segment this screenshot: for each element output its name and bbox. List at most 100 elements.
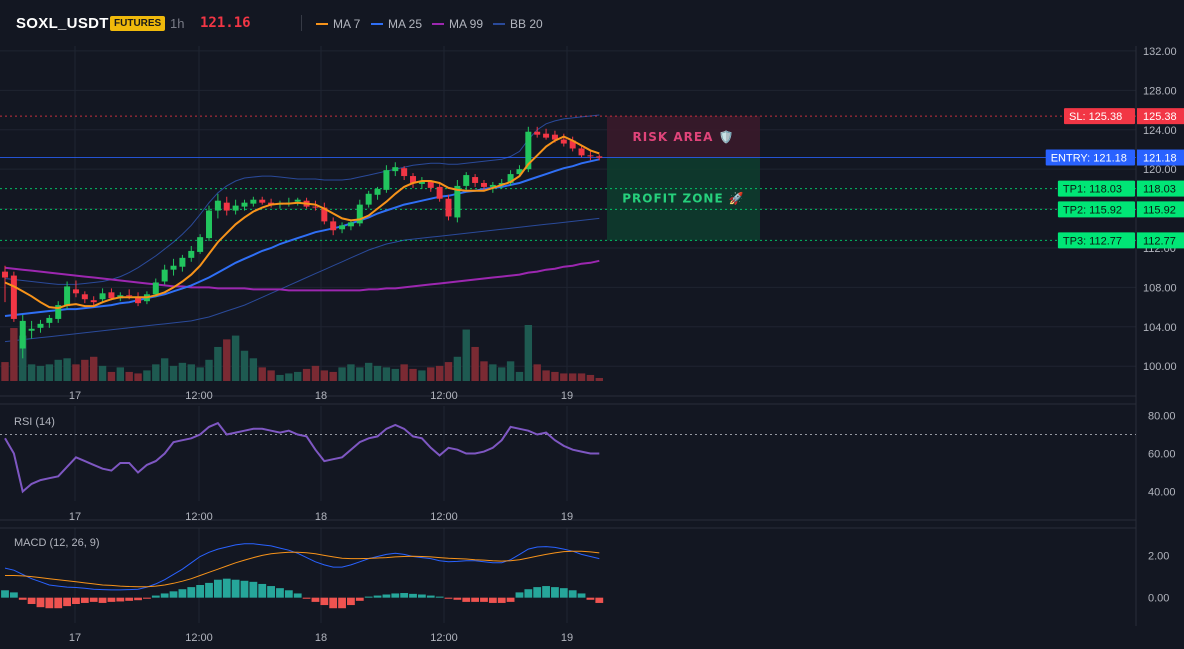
legend-bb20[interactable]: BB 20 [493,17,543,31]
volume-bar [364,362,373,381]
macd-hist-bar [524,589,533,598]
volume-bar [1,362,9,381]
macd-hist-bar [276,588,284,598]
macd-hist-bar [284,590,293,598]
volume-bar [116,367,125,381]
macd-hist-bar [453,597,462,600]
macd-hist-bar [302,597,311,599]
candle-body [436,186,443,199]
trade-zones: RISK AREA 🛡️ PROFIT ZONE 🚀 [607,116,760,241]
macd-hist-bar [178,589,187,598]
volume-bars [1,325,603,381]
price-tick-label: 132.00 [1143,46,1177,58]
time-tick-label: 12:00 [185,390,213,402]
macd-hist-bar [586,597,595,600]
level-axis-bg [1137,180,1184,197]
rsi-title: RSI (14) [14,416,55,428]
macd-hist-bar [471,597,480,602]
timeframe-label[interactable]: 1h [170,16,185,31]
volume-bar [178,362,187,381]
volume-bar [471,346,479,381]
time-tick-label: 17 [69,390,81,402]
legend-ma25[interactable]: MA 25 [371,17,422,31]
legend-ma99[interactable]: MA 99 [432,17,483,31]
candle-body [480,182,487,187]
candle-body [551,134,558,140]
level-axis-label: 118.03 [1143,184,1176,196]
volume-bar [533,364,541,381]
level-axis-bg [1137,232,1184,249]
time-tick-label: 18 [315,632,327,644]
level-tag-bg [1057,180,1135,197]
macd-hist-bar [329,597,338,609]
macd-hist-bar [116,597,125,602]
volume-bar [568,373,577,381]
macd-hist-bar [568,590,577,598]
volume-bar [258,367,266,381]
volume-bar [63,358,71,381]
chart-header: SOXL_USDT FUTURES 1h 121.16 MA 7 MA 25 M… [0,0,1184,46]
candle-body [81,294,88,300]
volume-bar [418,370,426,381]
candle-body [427,181,434,188]
macd-hist-bar [497,597,506,603]
time-tick-label: 17 [69,632,81,644]
time-tick-label: 12:00 [430,390,458,402]
volume-bar [444,362,453,381]
candle-body [463,175,470,186]
volume-bar [90,356,98,381]
candle-body [401,168,408,177]
risk-area-label: RISK AREA 🛡️ [633,130,735,144]
candle-body [223,202,230,211]
symbol-title[interactable]: SOXL_USDT [16,15,109,32]
macd-hist-bar [391,593,400,598]
macd-tick-label: 2.00 [1148,550,1169,562]
time-tick-label: 18 [315,511,327,523]
time-tick-label: 17 [69,511,81,523]
candle-body [108,292,115,299]
volume-bar [382,367,391,381]
volume-bar [72,364,80,381]
legend-ma7[interactable]: MA 7 [316,17,360,31]
rsi-tick-label: 60.00 [1148,449,1176,461]
volume-bar [427,367,435,381]
price-tick-label: 100.00 [1143,361,1177,373]
time-tick-label: 12:00 [430,632,458,644]
ma99-line [4,259,600,292]
macd-hist-bar [293,593,302,598]
macd-hist-bar [9,592,18,598]
volume-bar [542,370,550,381]
volume-bar [54,359,62,381]
time-tick-label: 19 [561,511,573,523]
candle-body [37,323,44,328]
candle-body [214,200,221,211]
macd-hist-bar [364,596,373,598]
volume-bar [276,374,284,381]
level-axis-bg [1137,149,1184,166]
macd-hist-bar [98,597,107,603]
candle-body [206,210,213,239]
macd-hist-bar [577,593,586,598]
volume-bar [231,335,240,381]
level-tag-bg [1057,201,1135,218]
volume-bar [515,371,524,381]
level-axis-bg [1137,108,1184,125]
candle-body [472,177,479,183]
time-tick-label: 19 [561,390,573,402]
level-tag-label: TP2: 115.92 [1063,204,1122,216]
level-axis-label: 115.92 [1143,204,1176,216]
candle-body [197,237,204,252]
candle-body [55,305,62,319]
volume-bar [10,328,18,381]
macd-hist-bar [249,581,258,598]
candle-body [525,131,532,170]
level-axis-label: 121.18 [1143,153,1177,165]
candle-body [321,207,328,222]
volume-bar [160,358,169,381]
time-tick-label: 19 [561,632,573,644]
volume-bar [143,370,151,381]
candle-body [10,275,17,319]
candle-body [365,193,372,205]
legend-swatch-ma7 [316,22,328,25]
